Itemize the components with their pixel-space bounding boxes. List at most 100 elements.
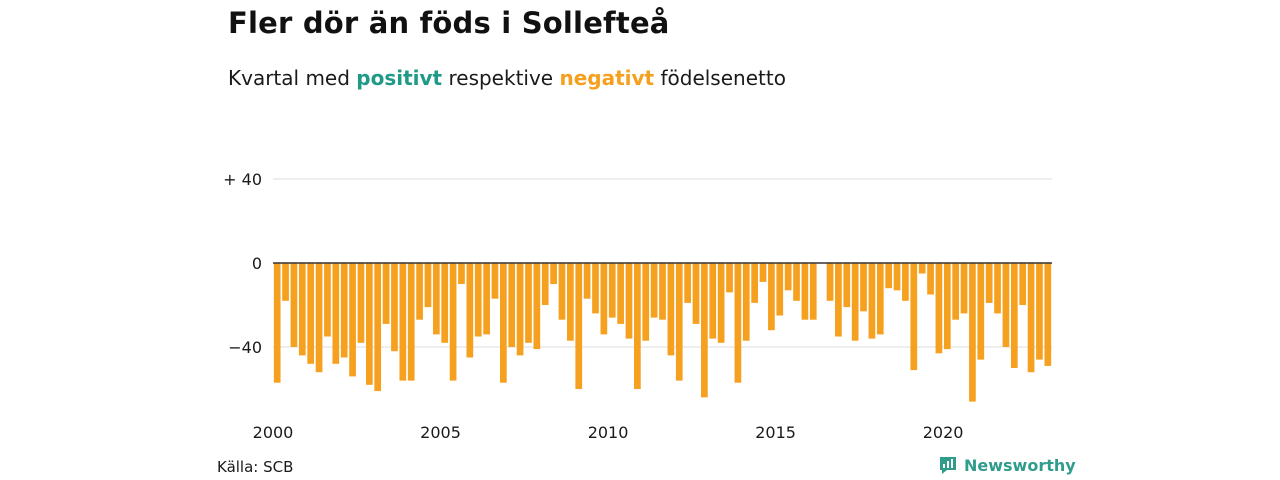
bar (918, 263, 926, 274)
bar (675, 263, 683, 381)
bar (583, 263, 591, 299)
bar (1036, 263, 1043, 360)
bar (809, 263, 817, 320)
bar (399, 263, 407, 381)
y-axis-labels: + 40 0 −40 (223, 170, 262, 357)
bar (717, 263, 725, 343)
bar (382, 263, 390, 324)
bar (684, 263, 691, 303)
bar (985, 263, 993, 303)
bar (943, 263, 951, 350)
bar (516, 263, 524, 356)
bar (634, 263, 641, 389)
bar (541, 263, 549, 305)
x-tick-label: 2005 (420, 423, 461, 442)
x-tick-label: 2010 (588, 423, 629, 442)
bar (600, 263, 608, 335)
brand-logo[interactable]: Newsworthy (938, 455, 1076, 475)
bar (885, 263, 893, 289)
bar (960, 263, 968, 314)
bar (349, 263, 356, 377)
bar (910, 263, 918, 371)
bar (374, 263, 382, 392)
bar (491, 263, 499, 299)
subtitle-suffix: födelsenetto (654, 66, 786, 90)
bar (835, 263, 842, 337)
bar (483, 263, 490, 335)
bar (432, 263, 440, 335)
y-tick-label: + 40 (223, 170, 262, 189)
subtitle-middle: respektive (442, 66, 560, 90)
bar (332, 263, 340, 364)
y-tick-label: −40 (228, 338, 262, 357)
bar (659, 263, 666, 320)
bar (692, 263, 700, 324)
bar (927, 263, 934, 295)
bar (592, 263, 599, 314)
bar (860, 263, 867, 312)
subtitle-positive: positivt (356, 66, 443, 90)
x-tick-label: 2015 (755, 423, 796, 442)
bar (801, 263, 809, 320)
bar (793, 263, 800, 301)
bar (893, 263, 901, 291)
x-axis-labels: 2000 2005 2010 2015 2020 (253, 423, 964, 442)
bar (994, 263, 1001, 314)
bar (617, 263, 624, 324)
bar (826, 263, 834, 301)
bar (625, 263, 633, 339)
source-note: Källa: SCB (217, 458, 294, 476)
bar (851, 263, 859, 341)
bar (642, 263, 650, 341)
bar (575, 263, 583, 389)
bar (1019, 263, 1027, 305)
bar (567, 263, 574, 341)
brand-name: Newsworthy (964, 455, 1076, 475)
chart-title: Fler dör än föds i Sollefteå (228, 6, 670, 40)
bar (407, 263, 415, 381)
bar (324, 263, 331, 337)
bar (449, 263, 457, 381)
bar (307, 263, 315, 364)
newsworthy-logo-icon (940, 457, 956, 474)
bar (734, 263, 742, 383)
subtitle-prefix: Kvartal med (228, 66, 357, 90)
bar (416, 263, 423, 320)
bar (1027, 263, 1035, 373)
bar (843, 263, 851, 308)
bar (508, 263, 516, 347)
bar (273, 263, 281, 383)
subtitle-negative: negativt (559, 66, 655, 90)
bar (533, 263, 541, 350)
bar (977, 263, 985, 360)
x-tick-label: 2020 (923, 423, 964, 442)
bar (969, 263, 976, 402)
bar (776, 263, 784, 316)
bar (315, 263, 323, 373)
bar (935, 263, 943, 354)
bar (525, 263, 532, 343)
bar (365, 263, 373, 385)
bar (357, 263, 365, 343)
bar (458, 263, 465, 284)
y-tick-label: 0 (252, 254, 262, 273)
bar (742, 263, 750, 341)
bar (876, 263, 884, 335)
bar (759, 263, 767, 282)
bar (290, 263, 298, 347)
bar (709, 263, 717, 339)
bar (768, 263, 775, 331)
bar (474, 263, 482, 337)
bar (1002, 263, 1010, 347)
chart-subtitle: Kvartal med positivt respektive negativt… (228, 66, 786, 90)
bar-chart: + 40 0 −40 2000 2005 2010 2015 2020 (223, 170, 1052, 442)
bar (1010, 263, 1018, 368)
bar (868, 263, 876, 339)
bar (466, 263, 474, 358)
bar (298, 263, 306, 356)
bar (441, 263, 449, 343)
bar (701, 263, 708, 398)
bar (667, 263, 675, 356)
bar (650, 263, 658, 318)
bar (500, 263, 507, 383)
